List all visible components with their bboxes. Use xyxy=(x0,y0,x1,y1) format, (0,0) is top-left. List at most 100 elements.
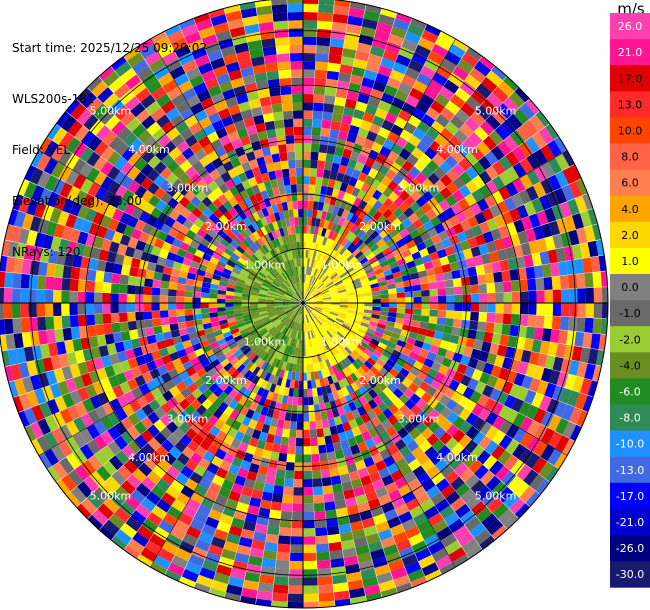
range-gate xyxy=(334,449,345,460)
range-gate xyxy=(258,298,267,302)
range-gate xyxy=(247,391,257,402)
range-gate xyxy=(350,520,364,532)
range-gate xyxy=(230,271,240,279)
range-gate xyxy=(253,251,262,260)
range-gate xyxy=(216,303,226,308)
range-gate xyxy=(281,282,289,290)
range-gate xyxy=(168,316,178,325)
range-gate xyxy=(251,489,263,500)
range-gate xyxy=(354,379,364,389)
range-gate xyxy=(334,398,343,409)
range-gate xyxy=(310,437,318,447)
range-gate xyxy=(176,348,187,358)
range-gate xyxy=(253,447,264,458)
range-gate xyxy=(291,528,303,537)
range-gate xyxy=(228,399,239,410)
range-gate xyxy=(217,307,226,312)
range-gate xyxy=(309,322,314,331)
range-gate xyxy=(436,526,453,541)
range-gate xyxy=(104,333,115,345)
range-gate xyxy=(130,489,146,504)
range-gate xyxy=(525,363,537,378)
range-gate xyxy=(81,459,96,476)
range-gate xyxy=(321,333,328,342)
range-gate xyxy=(218,401,229,413)
range-gate xyxy=(273,435,282,445)
range-gate xyxy=(244,319,254,325)
range-gate xyxy=(234,288,243,294)
range-gate xyxy=(69,303,78,316)
range-gate xyxy=(290,242,295,251)
range-gate xyxy=(69,228,81,243)
range-gate xyxy=(225,61,241,73)
range-gate xyxy=(110,283,120,294)
range-gate xyxy=(145,327,155,337)
range-gate xyxy=(373,395,383,406)
range-gate xyxy=(61,365,73,381)
range-gate xyxy=(327,339,335,348)
range-gate xyxy=(303,12,318,21)
range-gate xyxy=(39,453,53,470)
range-gate xyxy=(59,408,73,424)
range-gate xyxy=(286,260,292,269)
range-gate xyxy=(411,345,422,355)
range-gate xyxy=(234,430,245,442)
range-gate xyxy=(230,369,240,380)
range-gate xyxy=(226,230,237,240)
range-gate xyxy=(287,151,296,161)
range-gate xyxy=(62,265,73,279)
range-gate xyxy=(264,541,278,552)
range-gate xyxy=(316,559,331,569)
range-gate xyxy=(535,277,545,291)
range-gate xyxy=(270,178,279,189)
range-gate xyxy=(519,486,536,503)
range-gate xyxy=(429,303,439,310)
range-gate xyxy=(347,300,357,303)
range-gate xyxy=(348,470,360,481)
range-gate xyxy=(292,102,303,111)
range-gate xyxy=(244,262,254,270)
range-gate xyxy=(260,361,269,371)
range-gate xyxy=(264,321,273,328)
range-gate xyxy=(303,184,309,193)
range-gate xyxy=(392,420,404,433)
range-gate xyxy=(249,194,258,205)
range-gate xyxy=(176,309,185,317)
range-gate xyxy=(287,354,292,364)
range-gate xyxy=(372,334,382,342)
range-gate xyxy=(453,553,470,567)
range-gate xyxy=(267,293,276,298)
range-gate xyxy=(529,474,546,491)
range-gate xyxy=(343,555,359,567)
range-gate xyxy=(374,330,384,338)
range-gate xyxy=(359,325,368,332)
range-gate xyxy=(162,79,178,94)
range-gate xyxy=(152,279,162,288)
range-gate xyxy=(459,328,469,338)
range-gate xyxy=(197,212,209,224)
range-gate xyxy=(419,321,429,330)
range-gate xyxy=(268,289,277,295)
range-gate xyxy=(347,579,364,591)
range-gate xyxy=(403,452,417,465)
range-gate xyxy=(333,590,350,601)
range-gate xyxy=(271,269,279,277)
range-gate xyxy=(124,202,137,216)
range-gate xyxy=(391,450,404,463)
range-gate xyxy=(209,587,226,598)
range-gate xyxy=(169,351,180,362)
range-gate xyxy=(67,186,81,202)
range-gate xyxy=(271,493,283,503)
range-gate xyxy=(327,533,341,544)
range-gate xyxy=(326,145,336,155)
range-gate xyxy=(269,87,281,97)
range-gate xyxy=(224,220,235,231)
range-gate xyxy=(53,277,63,291)
range-gate xyxy=(273,279,281,287)
range-gate xyxy=(56,251,67,266)
range-gate xyxy=(280,160,289,170)
range-gate xyxy=(117,465,132,480)
range-gate xyxy=(146,512,163,527)
range-gate xyxy=(188,554,205,567)
range-gate xyxy=(202,143,215,156)
